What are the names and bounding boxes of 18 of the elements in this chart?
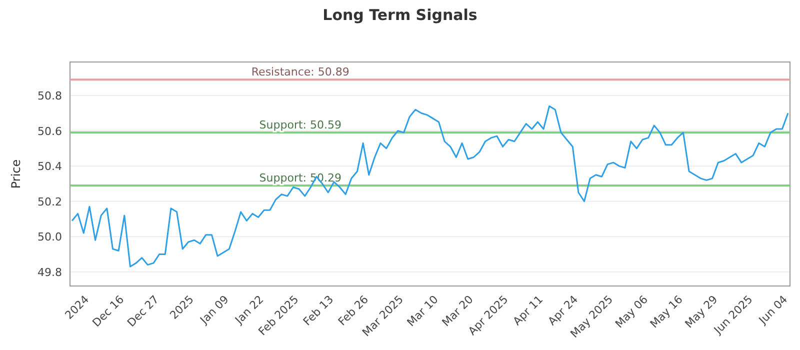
x-tick-label: Jun 04 bbox=[756, 292, 790, 328]
y-tick-label: 50.2 bbox=[38, 195, 62, 208]
ref-line-label: Resistance: 50.89 bbox=[251, 66, 350, 79]
x-tick-label: Apr 11 bbox=[510, 292, 546, 328]
y-tick-label: 50.6 bbox=[38, 124, 62, 138]
chart-title: Long Term Signals bbox=[322, 6, 478, 24]
x-tick-label: Feb 13 bbox=[300, 292, 336, 328]
line-series bbox=[71, 105, 789, 268]
x-tick-label: Mar 10 bbox=[404, 292, 441, 330]
y-tick-label: 50.8 bbox=[38, 90, 62, 103]
y-axis-title: Price bbox=[9, 159, 23, 189]
x-tick-label: Dec 16 bbox=[90, 292, 127, 330]
y-tick-label: 50.0 bbox=[38, 230, 62, 244]
y-tick-label: 49.8 bbox=[38, 266, 62, 279]
x-tick-label: Jan 09 bbox=[197, 292, 232, 328]
y-tick-label: 50.4 bbox=[38, 160, 62, 174]
x-tick-label: Dec 27 bbox=[124, 292, 162, 330]
ref-line-label: Support: 50.59 bbox=[259, 118, 342, 132]
